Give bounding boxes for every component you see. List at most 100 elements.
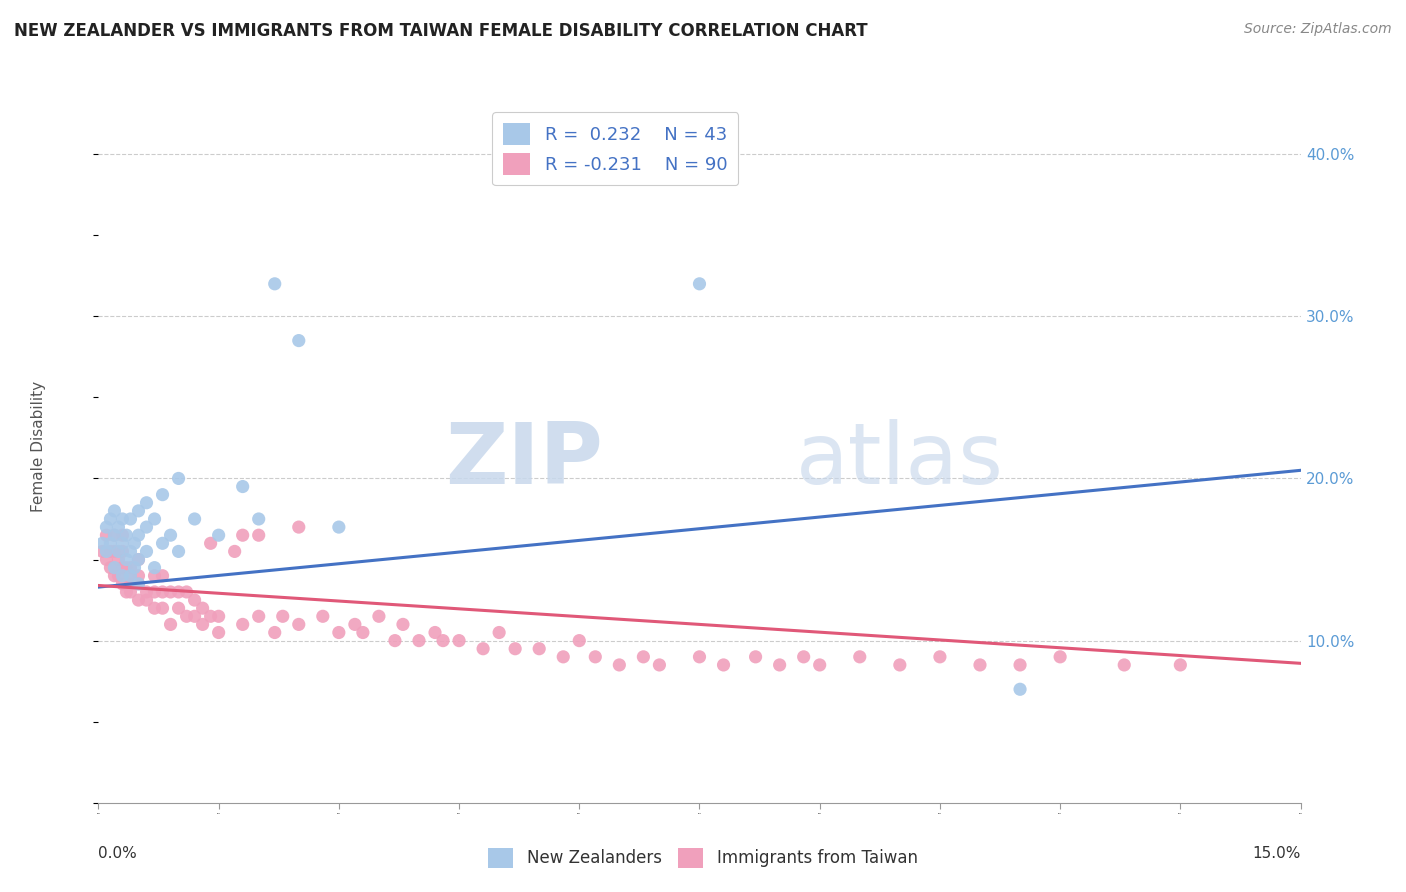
Point [1170,657,1192,672]
Point [159,585,181,599]
Point [111,536,134,550]
Point [167,471,190,485]
Point [96,520,118,534]
Point [176,585,198,599]
Point [472,641,495,656]
Point [135,585,157,599]
Point [143,601,166,615]
Point [115,585,138,599]
Point [135,496,157,510]
Text: Female Disability: Female Disability [31,380,46,512]
Point [120,512,142,526]
Legend: R =  0.232    N = 43, R = -0.231    N = 90: R = 0.232 N = 43, R = -0.231 N = 90 [492,112,738,186]
Point [408,633,430,648]
Point [271,609,294,624]
Point [107,568,129,582]
Point [969,657,991,672]
Point [120,568,142,582]
Point [111,512,134,526]
Point [120,544,142,558]
Point [328,625,350,640]
Point [288,520,311,534]
Point [1114,657,1136,672]
Point [247,609,270,624]
Point [91,536,114,550]
Point [167,585,190,599]
Point [368,609,391,624]
Point [689,277,711,291]
Point [128,593,150,607]
Point [135,544,157,558]
Point [191,617,214,632]
Point [1049,649,1071,664]
Point [128,577,150,591]
Point [247,528,270,542]
Point [553,649,575,664]
Point [167,601,190,615]
Point [152,585,174,599]
Point [124,560,146,574]
Point [167,544,190,558]
Point [583,649,606,664]
Point [159,528,181,542]
Point [111,568,134,582]
Legend: New Zealanders, Immigrants from Taiwan: New Zealanders, Immigrants from Taiwan [482,841,924,875]
Point [111,528,134,542]
Text: 15.0%: 15.0% [1253,846,1301,861]
Point [135,593,157,607]
Point [100,536,122,550]
Point [100,560,122,574]
Point [232,617,254,632]
Point [103,504,125,518]
Point [128,568,150,582]
Point [343,617,366,632]
Point [609,657,631,672]
Point [1010,657,1032,672]
Point [152,536,174,550]
Point [143,512,166,526]
Point [135,520,157,534]
Text: 0.0%: 0.0% [98,846,138,861]
Point [208,609,231,624]
Point [263,625,285,640]
Point [183,593,205,607]
Point [103,528,125,542]
Point [152,601,174,615]
Point [152,568,174,582]
Point [107,520,129,534]
Point [120,568,142,582]
Point [232,528,254,542]
Point [769,657,792,672]
Point [159,617,181,632]
Point [503,641,526,656]
Point [689,649,711,664]
Text: ZIP: ZIP [446,418,603,502]
Point [423,625,446,640]
Point [232,479,254,493]
Point [120,585,142,599]
Point [128,552,150,566]
Point [128,552,150,566]
Point [447,633,470,648]
Point [312,609,335,624]
Point [124,536,146,550]
Point [96,552,118,566]
Point [91,544,114,558]
Point [392,617,415,632]
Point [288,617,311,632]
Point [111,560,134,574]
Point [191,601,214,615]
Point [176,609,198,624]
Point [183,512,205,526]
Point [1010,682,1032,697]
Point [263,277,285,291]
Point [143,568,166,582]
Point [200,536,222,550]
Point [352,625,374,640]
Point [633,649,655,664]
Point [103,528,125,542]
Point [529,641,551,656]
Point [103,560,125,574]
Point [111,544,134,558]
Point [648,657,671,672]
